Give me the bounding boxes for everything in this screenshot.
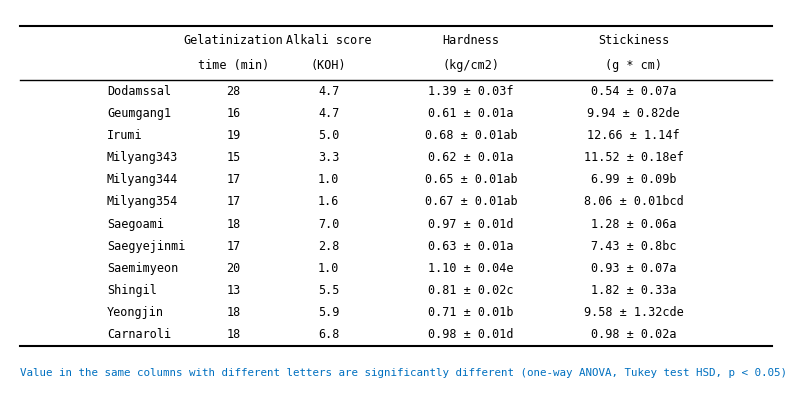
- Text: Stickiness: Stickiness: [598, 34, 669, 47]
- Text: 4.7: 4.7: [318, 84, 339, 98]
- Text: 0.98 ± 0.02a: 0.98 ± 0.02a: [591, 328, 676, 342]
- Text: Yeongjin: Yeongjin: [107, 306, 164, 319]
- Text: 18: 18: [227, 306, 241, 319]
- Text: Shingil: Shingil: [107, 284, 157, 297]
- Text: Irumi: Irumi: [107, 129, 143, 142]
- Text: Milyang354: Milyang354: [107, 196, 178, 208]
- Text: Alkali score: Alkali score: [286, 34, 371, 47]
- Text: (kg/cm2): (kg/cm2): [443, 59, 500, 72]
- Text: 12.66 ± 1.14f: 12.66 ± 1.14f: [588, 129, 680, 142]
- Text: 0.81 ± 0.02c: 0.81 ± 0.02c: [428, 284, 514, 297]
- Text: 0.61 ± 0.01a: 0.61 ± 0.01a: [428, 107, 514, 120]
- Text: 0.65 ± 0.01ab: 0.65 ± 0.01ab: [425, 173, 517, 186]
- Text: 17: 17: [227, 196, 241, 208]
- Text: Carnaroli: Carnaroli: [107, 328, 171, 342]
- Text: 1.10 ± 0.04e: 1.10 ± 0.04e: [428, 262, 514, 275]
- Text: 1.0: 1.0: [318, 262, 339, 275]
- Text: 0.63 ± 0.01a: 0.63 ± 0.01a: [428, 240, 514, 253]
- Text: 5.0: 5.0: [318, 129, 339, 142]
- Text: 1.28 ± 0.06a: 1.28 ± 0.06a: [591, 218, 676, 230]
- Text: 0.62 ± 0.01a: 0.62 ± 0.01a: [428, 151, 514, 164]
- Text: 0.71 ± 0.01b: 0.71 ± 0.01b: [428, 306, 514, 319]
- Text: (KOH): (KOH): [311, 59, 346, 72]
- Text: 13: 13: [227, 284, 241, 297]
- Text: 0.67 ± 0.01ab: 0.67 ± 0.01ab: [425, 196, 517, 208]
- Text: 18: 18: [227, 218, 241, 230]
- Text: Geumgang1: Geumgang1: [107, 107, 171, 120]
- Text: Milyang344: Milyang344: [107, 173, 178, 186]
- Text: 3.3: 3.3: [318, 151, 339, 164]
- Text: time (min): time (min): [198, 59, 269, 72]
- Text: 1.39 ± 0.03f: 1.39 ± 0.03f: [428, 84, 514, 98]
- Text: Hardness: Hardness: [443, 34, 500, 47]
- Text: 19: 19: [227, 129, 241, 142]
- Text: Saegyejinmi: Saegyejinmi: [107, 240, 185, 253]
- Text: 17: 17: [227, 173, 241, 186]
- Text: 17: 17: [227, 240, 241, 253]
- Text: 0.68 ± 0.01ab: 0.68 ± 0.01ab: [425, 129, 517, 142]
- Text: Gelatinization: Gelatinization: [184, 34, 284, 47]
- Text: Value in the same columns with different letters are significantly different (on: Value in the same columns with different…: [20, 368, 786, 378]
- Text: 6.99 ± 0.09b: 6.99 ± 0.09b: [591, 173, 676, 186]
- Text: Dodamssal: Dodamssal: [107, 84, 171, 98]
- Text: 1.82 ± 0.33a: 1.82 ± 0.33a: [591, 284, 676, 297]
- Text: 1.6: 1.6: [318, 196, 339, 208]
- Text: 0.97 ± 0.01d: 0.97 ± 0.01d: [428, 218, 514, 230]
- Text: 20: 20: [227, 262, 241, 275]
- Text: 4.7: 4.7: [318, 107, 339, 120]
- Text: 2.8: 2.8: [318, 240, 339, 253]
- Text: 18: 18: [227, 328, 241, 342]
- Text: 0.93 ± 0.07a: 0.93 ± 0.07a: [591, 262, 676, 275]
- Text: 5.9: 5.9: [318, 306, 339, 319]
- Text: 9.94 ± 0.82de: 9.94 ± 0.82de: [588, 107, 680, 120]
- Text: 15: 15: [227, 151, 241, 164]
- Text: 6.8: 6.8: [318, 328, 339, 342]
- Text: 11.52 ± 0.18ef: 11.52 ± 0.18ef: [584, 151, 683, 164]
- Text: 16: 16: [227, 107, 241, 120]
- Text: Milyang343: Milyang343: [107, 151, 178, 164]
- Text: (g * cm): (g * cm): [605, 59, 662, 72]
- Text: Saemimyeon: Saemimyeon: [107, 262, 178, 275]
- Text: 8.06 ± 0.01bcd: 8.06 ± 0.01bcd: [584, 196, 683, 208]
- Text: 28: 28: [227, 84, 241, 98]
- Text: 5.5: 5.5: [318, 284, 339, 297]
- Text: Saegoami: Saegoami: [107, 218, 164, 230]
- Text: 9.58 ± 1.32cde: 9.58 ± 1.32cde: [584, 306, 683, 319]
- Text: 0.98 ± 0.01d: 0.98 ± 0.01d: [428, 328, 514, 342]
- Text: 7.43 ± 0.8bc: 7.43 ± 0.8bc: [591, 240, 676, 253]
- Text: 7.0: 7.0: [318, 218, 339, 230]
- Text: 1.0: 1.0: [318, 173, 339, 186]
- Text: 0.54 ± 0.07a: 0.54 ± 0.07a: [591, 84, 676, 98]
